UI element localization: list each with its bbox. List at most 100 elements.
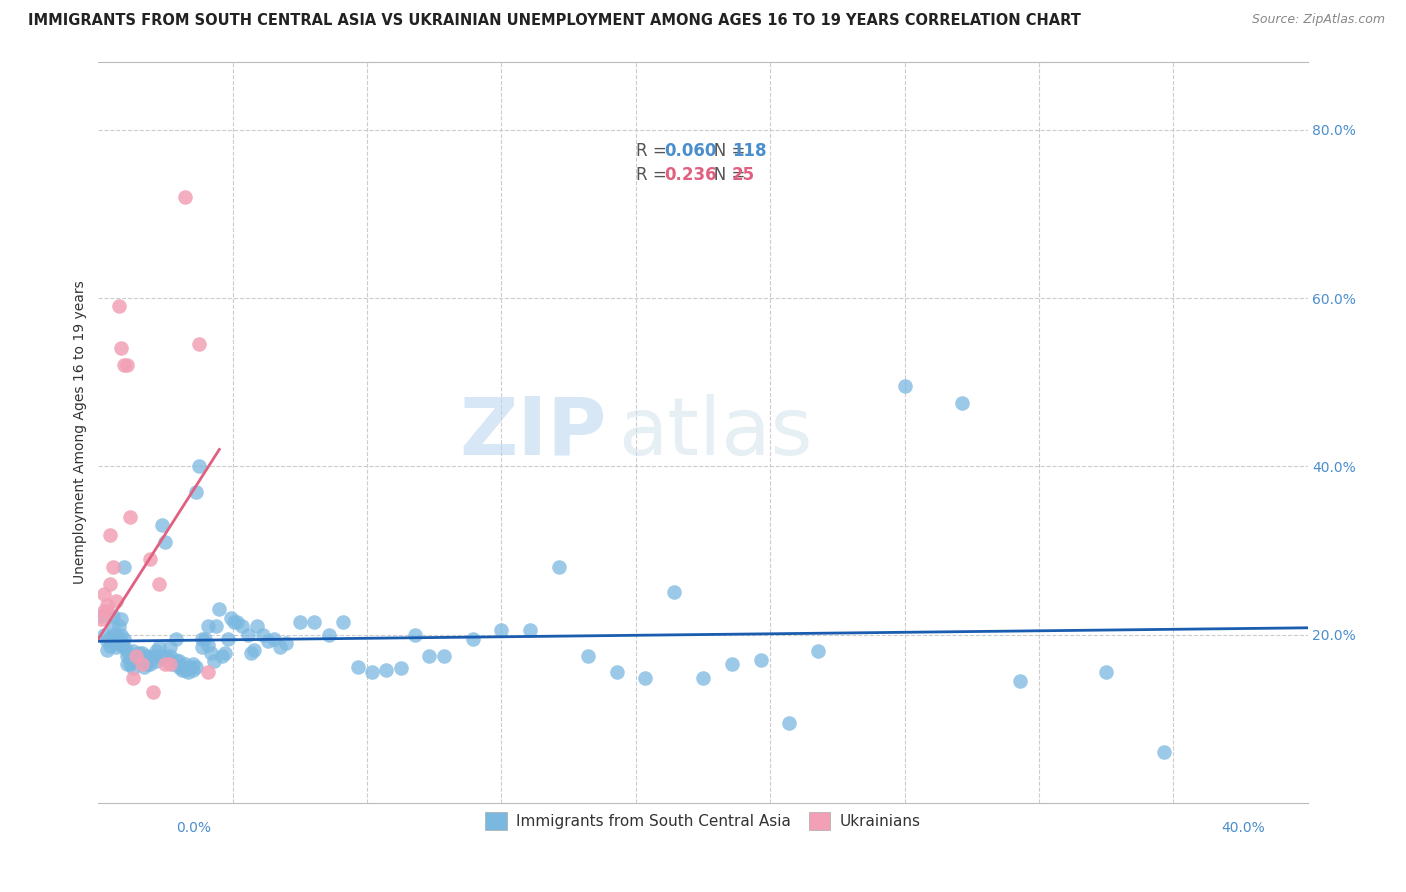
Point	[139, 651, 162, 665]
Point	[576, 648, 599, 663]
Point	[112, 359, 135, 373]
Point	[96, 634, 118, 648]
Point	[120, 657, 142, 671]
Text: R =: R =	[636, 142, 672, 160]
Point	[404, 627, 426, 641]
Point	[131, 646, 153, 660]
Point	[191, 640, 214, 655]
Point	[214, 646, 236, 660]
Point	[153, 535, 176, 549]
Point	[217, 632, 239, 646]
Point	[134, 659, 156, 673]
Point	[186, 484, 208, 499]
Text: 0.060: 0.060	[664, 142, 717, 160]
Point	[98, 577, 121, 591]
Point	[173, 190, 195, 204]
Point	[191, 632, 214, 646]
Point	[110, 638, 132, 652]
Point	[145, 655, 167, 669]
Point	[346, 659, 368, 673]
Point	[197, 638, 219, 652]
Text: 0.0%: 0.0%	[176, 821, 211, 835]
Point	[211, 648, 233, 663]
Text: R =: R =	[636, 166, 672, 184]
Point	[418, 648, 440, 663]
Point	[491, 624, 513, 638]
Point	[122, 661, 145, 675]
Point	[318, 627, 340, 641]
Point	[93, 587, 115, 601]
Point	[222, 615, 245, 629]
Point	[225, 615, 247, 629]
Point	[98, 631, 121, 645]
Point	[122, 671, 145, 685]
Point	[165, 653, 187, 667]
Point	[104, 594, 127, 608]
Point	[115, 359, 138, 373]
Point	[150, 651, 173, 665]
Point	[96, 598, 118, 612]
Point	[153, 648, 176, 663]
Text: 40.0%: 40.0%	[1222, 821, 1265, 835]
Point	[197, 619, 219, 633]
Point	[692, 671, 714, 685]
Legend: Immigrants from South Central Asia, Ukrainians: Immigrants from South Central Asia, Ukra…	[479, 806, 927, 836]
Point	[112, 640, 135, 655]
Point	[664, 585, 686, 599]
Text: 0.236: 0.236	[664, 166, 717, 184]
Point	[219, 610, 242, 624]
Y-axis label: Unemployment Among Ages 16 to 19 years: Unemployment Among Ages 16 to 19 years	[73, 281, 87, 584]
Point	[176, 665, 198, 680]
Point	[236, 627, 259, 641]
Point	[148, 577, 170, 591]
Point	[246, 619, 269, 633]
Point	[131, 657, 153, 671]
Point	[269, 640, 291, 655]
Point	[1095, 665, 1118, 680]
Point	[104, 636, 127, 650]
Point	[104, 627, 127, 641]
Point	[115, 648, 138, 663]
Point	[231, 619, 253, 633]
Point	[243, 642, 266, 657]
Point	[208, 602, 231, 616]
Point	[170, 663, 193, 677]
Point	[167, 659, 190, 673]
Point	[173, 663, 195, 677]
Point	[96, 604, 118, 618]
Point	[183, 663, 205, 677]
Point	[548, 560, 571, 574]
Point	[749, 653, 772, 667]
Point	[252, 627, 274, 641]
Point	[461, 632, 484, 646]
Point	[173, 657, 195, 671]
Point	[136, 648, 159, 663]
Point	[142, 685, 165, 699]
Point	[606, 665, 628, 680]
Point	[257, 634, 280, 648]
Point	[104, 640, 127, 655]
Point	[274, 636, 297, 650]
Point	[90, 609, 112, 624]
Point	[197, 665, 219, 680]
Point	[90, 612, 112, 626]
Point	[96, 642, 118, 657]
Point	[778, 715, 800, 730]
Point	[180, 659, 202, 673]
Point	[167, 655, 190, 669]
Point	[263, 632, 285, 646]
Point	[125, 648, 148, 663]
Point	[101, 619, 124, 633]
Point	[93, 627, 115, 641]
Point	[188, 459, 211, 474]
Point	[145, 644, 167, 658]
Point	[304, 615, 326, 629]
Point	[110, 612, 132, 626]
Point	[131, 653, 153, 667]
Point	[240, 646, 263, 660]
Text: N =: N =	[697, 142, 751, 160]
Point	[156, 653, 179, 667]
Point	[112, 560, 135, 574]
Point	[1153, 745, 1175, 759]
Point	[159, 657, 181, 671]
